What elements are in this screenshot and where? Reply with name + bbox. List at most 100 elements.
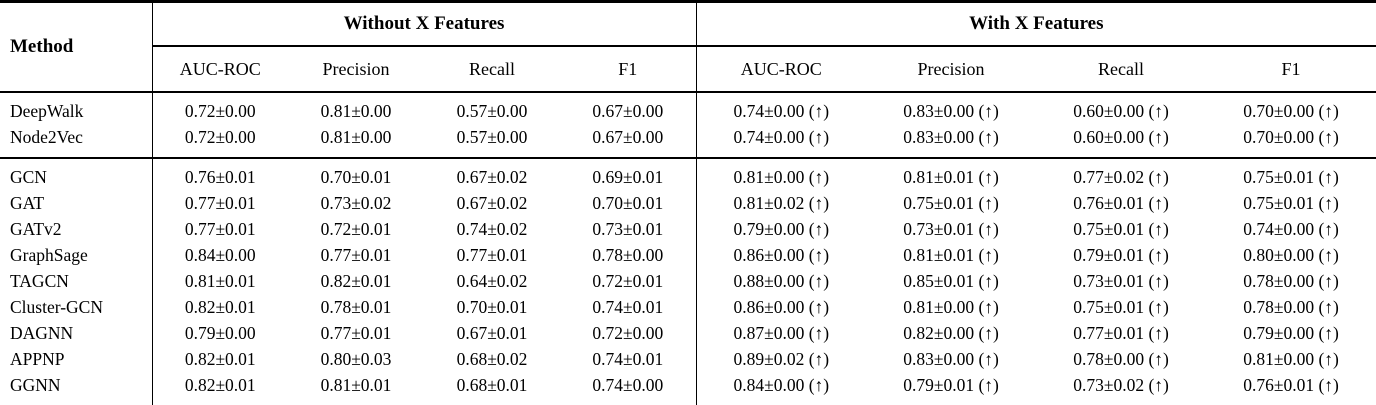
metric-cell: 0.74±0.00 (↑) [695, 92, 867, 124]
metric-cell: 0.86±0.00 (↑) [695, 242, 867, 268]
metric-cell: 0.72±0.01 [592, 271, 664, 291]
metric-cell: 0.80±0.00 (↑) [1243, 245, 1339, 265]
metric-cell: 0.77±0.01 [320, 323, 392, 343]
metric-cell: 0.60±0.00 (↑) [1073, 127, 1169, 147]
metric-cell: 0.78±0.00 (↑) [1243, 271, 1339, 291]
metric-cell: 0.70±0.00 (↑) [1243, 127, 1339, 147]
metric-cell: 0.76±0.01 (↑) [1073, 193, 1169, 213]
table-row: Cluster-GCN 0.82±0.01 0.78±0.01 0.70±0.0… [0, 294, 1376, 320]
metric-cell: 0.83±0.00 (↑) [903, 101, 999, 121]
metric-cell: 0.67±0.00 [592, 127, 664, 147]
col-header-recall-with: Recall [1036, 46, 1207, 93]
method-cell: DeepWalk [10, 101, 84, 121]
metric-cell: 0.81±0.02 (↑) [695, 190, 867, 216]
method-column-header: Method [0, 1, 152, 93]
metric-cell: 0.70±0.01 [456, 297, 528, 317]
group-header-without-x: Without X Features [151, 1, 697, 47]
metric-cell: 0.79±0.00 [151, 320, 288, 346]
col-header-auc-roc-with: AUC-ROC [695, 46, 867, 93]
metric-cell: 0.75±0.01 (↑) [1073, 297, 1169, 317]
metric-cell: 0.76±0.01 (↑) [1243, 375, 1339, 395]
metric-cell: 0.72±0.00 [151, 124, 288, 158]
metric-cell: 0.81±0.00 (↑) [903, 297, 999, 317]
metric-cell: 0.76±0.01 [151, 157, 288, 190]
method-cell: GAT [10, 193, 45, 213]
col-header-auc-roc-without: AUC-ROC [151, 46, 288, 93]
metric-cell: 0.77±0.01 [320, 245, 392, 265]
method-cell: TAGCN [10, 271, 69, 291]
gnn-methods-group: GCN 0.76±0.01 0.70±0.01 0.67±0.02 0.69±0… [0, 157, 1376, 405]
metric-cell: 0.67±0.02 [456, 193, 528, 213]
metric-cell: 0.81±0.00 [320, 101, 392, 121]
metric-cell: 0.68±0.01 [456, 375, 528, 395]
metric-cell: 0.73±0.01 [592, 219, 664, 239]
metric-cell: 0.82±0.00 (↑) [903, 323, 999, 343]
table-row: GAT 0.77±0.01 0.73±0.02 0.67±0.02 0.70±0… [0, 190, 1376, 216]
metric-cell: 0.64±0.02 [456, 271, 528, 291]
table-row: GATv2 0.77±0.01 0.72±0.01 0.74±0.02 0.73… [0, 216, 1376, 242]
metric-cell: 0.81±0.01 (↑) [866, 157, 1037, 190]
metric-cell: 0.67±0.00 [592, 101, 664, 121]
shallow-methods-group: DeepWalk 0.72±0.00 0.81±0.00 0.57±0.00 0… [0, 92, 1376, 158]
col-header-precision-without: Precision [288, 46, 424, 93]
metric-cell: 0.73±0.02 [320, 193, 392, 213]
metric-cell: 0.67±0.01 [456, 323, 528, 343]
metric-cell: 0.60±0.00 (↑) [1073, 101, 1169, 121]
method-cell: GATv2 [10, 219, 62, 239]
metric-cell: 0.87±0.00 (↑) [695, 320, 867, 346]
table-row: DeepWalk 0.72±0.00 0.81±0.00 0.57±0.00 0… [0, 92, 1376, 124]
metric-cell: 0.79±0.01 (↑) [903, 375, 999, 395]
metric-cell: 0.74±0.02 [456, 219, 528, 239]
method-cell: Node2Vec [10, 127, 83, 147]
metric-cell: 0.73±0.01 (↑) [903, 219, 999, 239]
table-row: GraphSage 0.84±0.00 0.77±0.01 0.77±0.01 … [0, 242, 1376, 268]
metric-cell: 0.77±0.02 (↑) [1036, 157, 1207, 190]
method-cell: Cluster-GCN [10, 297, 103, 317]
metric-cell: 0.81±0.01 [320, 375, 392, 395]
method-cell: GraphSage [10, 245, 88, 265]
metric-cell: 0.79±0.01 (↑) [1073, 245, 1169, 265]
group-header-with-x: With X Features [695, 1, 1376, 47]
metric-cell: 0.68±0.02 [456, 349, 528, 369]
metric-cell: 0.80±0.03 [320, 349, 392, 369]
metric-cell: 0.70±0.01 [592, 193, 664, 213]
table-header: Method Without X Features With X Feature… [0, 1, 1376, 93]
table-row: Node2Vec 0.72±0.00 0.81±0.00 0.57±0.00 0… [0, 124, 1376, 158]
metric-cell: 0.86±0.00 (↑) [695, 294, 867, 320]
metric-cell: 0.83±0.00 (↑) [903, 349, 999, 369]
metric-cell: 0.82±0.01 [320, 271, 392, 291]
metric-cell: 0.84±0.00 [151, 242, 288, 268]
method-cell: DAGNN [10, 323, 74, 343]
metric-cell: 0.77±0.01 [151, 190, 288, 216]
metric-cell: 0.79±0.00 (↑) [1243, 323, 1339, 343]
metric-cell: 0.74±0.00 (↑) [695, 124, 867, 158]
metric-cell: 0.72±0.01 [320, 219, 392, 239]
metric-cell: 0.74±0.01 [592, 349, 664, 369]
metric-cell: 0.75±0.01 (↑) [1073, 219, 1169, 239]
metric-cell: 0.69±0.01 [560, 157, 697, 190]
metric-cell: 0.83±0.00 (↑) [903, 127, 999, 147]
metric-cell: 0.73±0.01 (↑) [1073, 271, 1169, 291]
col-header-precision-with: Precision [866, 46, 1037, 93]
metric-cell: 0.81±0.00 (↑) [1243, 349, 1339, 369]
table-row: GCN 0.76±0.01 0.70±0.01 0.67±0.02 0.69±0… [0, 157, 1376, 190]
metric-cell: 0.77±0.01 (↑) [1073, 323, 1169, 343]
metric-cell: 0.81±0.01 [151, 268, 288, 294]
metric-cell: 0.75±0.01 (↑) [1206, 157, 1376, 190]
metric-cell: 0.73±0.02 (↑) [1073, 375, 1169, 395]
metric-cell: 0.85±0.01 (↑) [903, 271, 999, 291]
metric-cell: 0.74±0.00 (↑) [1243, 219, 1339, 239]
metric-cell: 0.88±0.00 (↑) [695, 268, 867, 294]
metric-cell: 0.74±0.01 [592, 297, 664, 317]
metric-cell: 0.78±0.00 [592, 245, 664, 265]
metric-cell: 0.77±0.01 [151, 216, 288, 242]
table-row: GGNN 0.82±0.01 0.81±0.01 0.68±0.01 0.74±… [0, 372, 1376, 405]
metric-cell: 0.57±0.00 [456, 101, 528, 121]
metric-cell: 0.70±0.01 [288, 157, 424, 190]
col-header-f1-without: F1 [560, 46, 697, 93]
metric-cell: 0.70±0.00 (↑) [1243, 101, 1339, 121]
col-header-f1-with: F1 [1206, 46, 1376, 93]
metric-cell: 0.89±0.02 (↑) [695, 346, 867, 372]
